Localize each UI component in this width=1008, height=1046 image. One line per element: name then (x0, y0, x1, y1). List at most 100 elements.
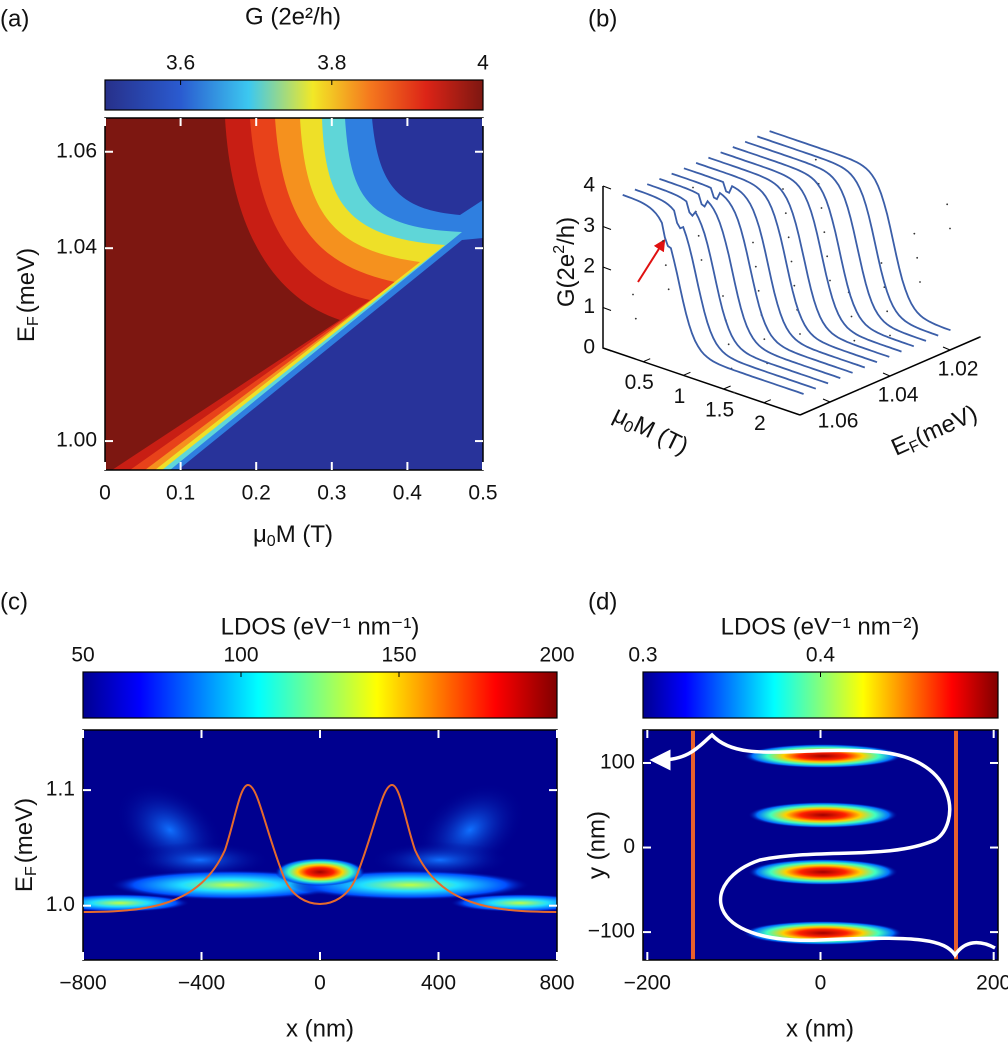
x-tick-label: 0.4 (393, 482, 423, 505)
z-tick-label: 4 (583, 174, 595, 197)
y-tick-label: −100 (588, 920, 635, 943)
y-tick-label: 1.06 (818, 410, 859, 433)
x-tick-label: 200 (976, 972, 1008, 995)
label-part: E (11, 876, 38, 892)
x-tick-label: 1 (674, 385, 686, 408)
grid-dot (664, 264, 667, 267)
grid-dot (784, 212, 787, 215)
y-axis-label: EF(meV) (13, 248, 42, 342)
grid-dot (793, 284, 796, 287)
curve (683, 167, 866, 369)
grid-dot (722, 295, 724, 297)
label-part: (meV) (13, 248, 40, 313)
x-axis-label: x (nm) (786, 1015, 854, 1042)
colorbar-tick-label: 50 (71, 644, 94, 667)
x-axis-label: μ0M (T) (608, 401, 693, 462)
grid-dot (979, 336, 981, 338)
grid-dot (634, 317, 637, 320)
colorbar-tick-label: 0.3 (628, 644, 657, 667)
y-tick-label: 1.00 (56, 429, 97, 452)
grid-dot (916, 256, 919, 259)
z-tick (602, 307, 612, 311)
grid-dot (754, 265, 757, 268)
colorbar-title: LDOS (eV⁻¹ nm⁻²) (721, 613, 920, 640)
colorbar-tick-label: 150 (381, 644, 416, 667)
label-part: M (T) (629, 411, 692, 460)
grid-dot (692, 186, 694, 189)
label-subscript: 0 (267, 533, 276, 550)
x-tick-label: 0.3 (317, 482, 346, 505)
annotation-arrow (637, 238, 666, 283)
grid-dot (790, 260, 793, 263)
z-tick (602, 226, 612, 230)
colorbar (642, 671, 999, 719)
grid-dot (632, 293, 634, 296)
curve (622, 194, 804, 395)
label-subscript: F (23, 866, 40, 876)
colorbar-tick-label: 0.4 (806, 644, 836, 667)
grid-dot (946, 203, 949, 206)
y-tick-label: 1.1 (46, 778, 75, 801)
label-part: μ (253, 521, 267, 548)
curve (744, 140, 927, 342)
grid-dot (829, 279, 831, 282)
grid-dot (787, 236, 790, 239)
y-tick-label: 1.02 (938, 358, 979, 381)
grid-dot (880, 262, 883, 264)
y-tick (882, 372, 891, 377)
y-tick-label: 1.06 (56, 139, 97, 162)
grid-dot (859, 388, 861, 390)
colorbar (82, 671, 558, 719)
x-tick-label: 2 (754, 412, 766, 435)
z-tick-label: 2 (583, 255, 595, 278)
curve (708, 156, 890, 358)
z-axis-label: G(2e2/h) (551, 217, 580, 307)
colorbar-tick-label: 3.6 (166, 52, 195, 75)
x-tick-label: 0.2 (242, 482, 271, 505)
y-tick (822, 398, 831, 403)
grid-dot (752, 241, 754, 244)
panel-label: (b) (588, 5, 617, 32)
grid-dot (667, 288, 670, 291)
grid-dot (763, 338, 766, 341)
x-tick-label: 0 (314, 972, 326, 995)
grid-dot (733, 391, 736, 394)
grid-dot (919, 281, 921, 283)
label-subscript: F (25, 316, 42, 326)
curve (671, 172, 853, 374)
panel-label: (d) (588, 588, 617, 615)
grid-dot (853, 339, 856, 342)
x-tick (763, 399, 772, 404)
plot-frame (104, 117, 484, 471)
panel-label: (c) (0, 588, 28, 615)
x-tick-label: 0.5 (625, 371, 654, 394)
colorbar-tick-label: 3.8 (317, 52, 346, 75)
curve (720, 151, 902, 353)
grid-dot (727, 343, 730, 346)
grid-dot (949, 227, 951, 230)
grid-dot (889, 334, 891, 337)
y-tick-label: 100 (600, 751, 635, 774)
z-tick-label: 3 (583, 214, 595, 237)
z-tick-label: 0 (583, 336, 595, 359)
x-tick-label: 1.5 (705, 399, 734, 422)
x-tick (683, 371, 691, 376)
x-tick-label: 0.1 (166, 482, 195, 505)
label-part: M (T) (276, 521, 333, 548)
label-superscript: 2 (551, 245, 568, 254)
grid-dot (820, 207, 823, 209)
x-tick (723, 385, 731, 390)
grid-dot (757, 289, 760, 292)
z-tick-label: 1 (583, 295, 595, 318)
heatmap-image (643, 730, 998, 960)
grid-dot (850, 315, 853, 318)
y-tick-label: 1.04 (56, 236, 97, 259)
y-tick-label: 0 (623, 835, 635, 858)
curve (659, 178, 841, 379)
grid-dot (697, 234, 700, 237)
y-axis-label: EF(meV) (887, 400, 982, 463)
colorbar-title: G (2e²/h) (245, 3, 341, 30)
y-tick-label: 1.0 (46, 893, 75, 916)
grid-dot (886, 310, 889, 313)
